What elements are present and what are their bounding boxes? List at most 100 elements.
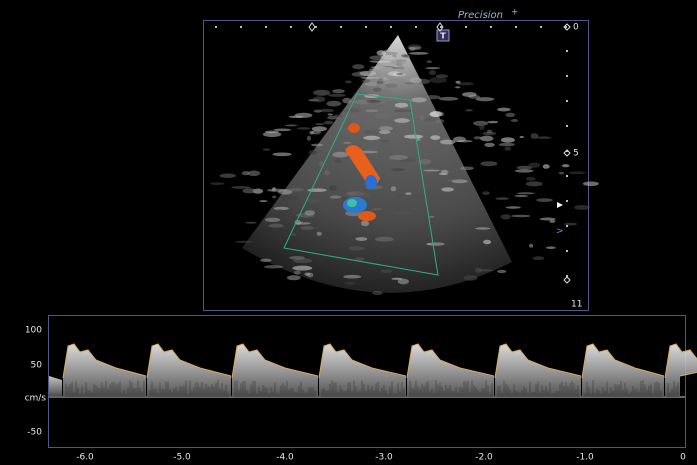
scale-dot bbox=[540, 26, 542, 28]
speckle bbox=[306, 135, 311, 141]
speckle bbox=[505, 112, 516, 118]
flow-red bbox=[358, 211, 376, 221]
speckle bbox=[373, 113, 393, 119]
speckle bbox=[292, 265, 313, 271]
x-label: -1.0 bbox=[576, 453, 594, 463]
scale-dot bbox=[240, 26, 242, 28]
speckle bbox=[359, 70, 377, 77]
speckle bbox=[235, 240, 253, 243]
speckle bbox=[329, 195, 342, 199]
depth-dot bbox=[566, 75, 568, 77]
speckle bbox=[479, 124, 485, 130]
speckle bbox=[473, 120, 489, 126]
speckle bbox=[440, 169, 449, 175]
depth-dot bbox=[566, 125, 568, 127]
scale-dot bbox=[290, 26, 292, 28]
scale-dot bbox=[390, 26, 392, 28]
speckle bbox=[376, 50, 386, 56]
speckle bbox=[504, 146, 512, 151]
speckle bbox=[354, 257, 365, 261]
speckle bbox=[475, 227, 491, 230]
speckle bbox=[394, 102, 409, 108]
spectrum-envelope bbox=[318, 343, 407, 379]
speckle bbox=[408, 52, 429, 55]
speckle bbox=[369, 55, 385, 61]
speckle bbox=[425, 95, 441, 100]
speckle bbox=[397, 278, 409, 285]
scale-dot bbox=[515, 26, 517, 28]
scale-dot bbox=[490, 26, 492, 28]
marker-box bbox=[436, 29, 450, 42]
marker: T bbox=[440, 32, 446, 41]
speckle bbox=[241, 171, 250, 176]
y-label: 50 bbox=[31, 361, 43, 371]
x-label: -6.0 bbox=[76, 453, 94, 463]
speckle bbox=[268, 223, 284, 228]
speckle bbox=[370, 76, 388, 80]
speckle bbox=[525, 176, 536, 181]
speckle bbox=[326, 100, 342, 107]
speckle bbox=[462, 92, 477, 97]
speckle bbox=[463, 275, 478, 281]
speckle bbox=[532, 256, 545, 261]
speckle bbox=[280, 195, 298, 201]
speckle bbox=[455, 80, 461, 84]
speckle bbox=[568, 171, 586, 175]
speckle bbox=[264, 217, 281, 222]
speckle bbox=[511, 214, 531, 218]
depth-diamond bbox=[563, 23, 571, 31]
speckle bbox=[294, 112, 313, 118]
speckle bbox=[247, 170, 261, 177]
speckle bbox=[516, 192, 536, 195]
speckle bbox=[312, 96, 326, 103]
speckle bbox=[465, 109, 473, 112]
speckle bbox=[528, 162, 541, 168]
speckle bbox=[398, 66, 405, 70]
doppler-frame bbox=[48, 315, 686, 448]
speckle bbox=[291, 233, 297, 236]
scale-dot bbox=[340, 26, 342, 28]
depth-diamond bbox=[563, 276, 571, 284]
speckle bbox=[304, 210, 315, 216]
speckle bbox=[209, 182, 225, 186]
scale-dot bbox=[315, 26, 317, 28]
color-box bbox=[283, 93, 439, 276]
speckle bbox=[342, 108, 361, 113]
speckle bbox=[536, 198, 553, 203]
speckle bbox=[429, 111, 442, 118]
speckle bbox=[333, 114, 343, 117]
scale-diamond bbox=[308, 22, 316, 32]
speckle bbox=[355, 237, 368, 241]
speckle bbox=[307, 198, 321, 203]
speckle bbox=[473, 136, 482, 140]
speckle bbox=[262, 148, 271, 151]
speckle bbox=[260, 258, 272, 262]
spectrum-envelope bbox=[146, 343, 232, 379]
speckle bbox=[429, 77, 447, 83]
speckle bbox=[382, 51, 399, 56]
speckle bbox=[582, 181, 599, 187]
scale-dot bbox=[465, 26, 467, 28]
spectrum-envelope bbox=[664, 343, 697, 379]
depth-dot bbox=[566, 275, 568, 277]
speckle bbox=[272, 152, 292, 157]
speckle bbox=[324, 120, 334, 125]
scale-dot bbox=[440, 26, 442, 28]
speckle bbox=[510, 119, 519, 122]
spectrum-cycle bbox=[232, 344, 318, 397]
speckle bbox=[487, 120, 499, 124]
speckle bbox=[396, 72, 404, 76]
depth-dot bbox=[566, 175, 568, 177]
scale-dot bbox=[565, 26, 567, 28]
speckle bbox=[365, 109, 379, 113]
speckle bbox=[267, 188, 287, 192]
speckle bbox=[219, 173, 236, 178]
speckle bbox=[425, 67, 441, 70]
spectrum-envelope bbox=[494, 343, 582, 379]
depth-label: 0 bbox=[573, 23, 579, 33]
speckle bbox=[313, 89, 331, 96]
speckle bbox=[348, 246, 365, 251]
speckle bbox=[327, 115, 339, 120]
speckle bbox=[363, 135, 381, 141]
